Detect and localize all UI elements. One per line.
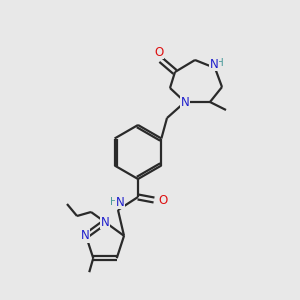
- Text: N: N: [116, 196, 124, 208]
- Text: H: H: [216, 58, 224, 68]
- Text: H: H: [110, 197, 118, 207]
- Text: N: N: [181, 95, 189, 109]
- Text: N: N: [210, 58, 218, 70]
- Text: N: N: [100, 215, 109, 229]
- Text: N: N: [81, 229, 89, 242]
- Text: O: O: [154, 46, 164, 59]
- Text: O: O: [158, 194, 168, 208]
